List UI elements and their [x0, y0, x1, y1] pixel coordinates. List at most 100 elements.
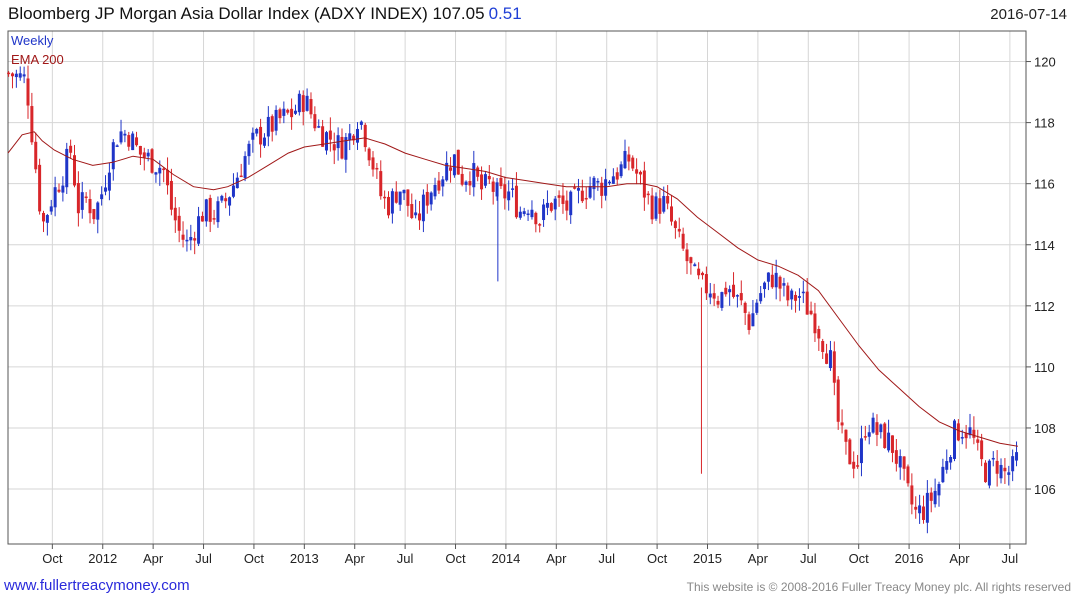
- candle-body: [107, 172, 111, 191]
- candle-body: [933, 490, 937, 505]
- candle-body: [274, 109, 278, 131]
- candle-body: [503, 184, 507, 199]
- candle-body: [278, 109, 282, 119]
- candle-body: [301, 95, 305, 112]
- candle-body: [984, 462, 988, 483]
- candle-body: [573, 187, 577, 189]
- candles: [7, 65, 1019, 534]
- copyright-text: This website is © 2008-2016 Fuller Treac…: [686, 580, 1071, 594]
- candle-body: [421, 194, 425, 222]
- candle-body: [472, 163, 476, 188]
- candle-body: [918, 505, 922, 514]
- candle-body: [545, 202, 549, 208]
- candle-body: [887, 432, 891, 451]
- candle-body: [534, 212, 538, 225]
- candle-body: [379, 171, 383, 197]
- candle-body: [208, 197, 212, 222]
- candle-body: [980, 440, 984, 460]
- candle-body: [394, 191, 398, 203]
- candle-body: [607, 181, 611, 184]
- candle-body: [561, 195, 565, 204]
- candle-body: [131, 133, 135, 151]
- candle-body: [631, 157, 635, 169]
- candle-body: [673, 221, 677, 229]
- candle-body: [452, 154, 456, 176]
- candle-body: [251, 132, 255, 140]
- candle-body: [724, 287, 728, 295]
- x-tick-label: 2013: [290, 551, 319, 566]
- candle-body: [30, 106, 34, 143]
- candle-body: [658, 198, 662, 214]
- candle-body: [875, 422, 879, 435]
- y-tick-label: 114: [1034, 238, 1055, 253]
- candle-body: [859, 438, 863, 464]
- x-tick-label: Jul: [397, 551, 414, 566]
- candle-body: [224, 198, 228, 202]
- candle-body: [328, 130, 332, 140]
- candle-body: [410, 204, 414, 219]
- candle-body: [735, 295, 739, 297]
- candle-body: [14, 73, 18, 78]
- candle-body: [759, 293, 763, 302]
- candle-body: [549, 203, 553, 211]
- candle-body: [766, 272, 770, 282]
- candle-body: [138, 145, 142, 155]
- x-tick-label: Apr: [345, 551, 366, 566]
- candle-body: [348, 133, 352, 141]
- candle-body: [991, 457, 995, 460]
- change-value: 0.51: [488, 4, 522, 23]
- candle-body: [45, 215, 49, 223]
- candle-body: [782, 283, 786, 286]
- candle-body: [890, 435, 894, 453]
- candle-body: [623, 150, 627, 169]
- candle-body: [856, 465, 860, 467]
- x-tick-label: Jul: [598, 551, 615, 566]
- x-tick-label: Apr: [748, 551, 769, 566]
- candle-body: [383, 196, 387, 199]
- candle-body: [825, 353, 829, 364]
- candle-body: [185, 239, 189, 242]
- candle-body: [518, 211, 522, 218]
- candle-body: [135, 137, 139, 146]
- candle-body: [925, 492, 929, 523]
- candle-body: [701, 272, 705, 276]
- x-tick-label: Oct: [647, 551, 668, 566]
- candle-body: [813, 313, 817, 334]
- y-tick-label: 108: [1034, 421, 1056, 436]
- candle-body: [123, 133, 127, 136]
- x-tick-label: 2012: [88, 551, 117, 566]
- candle-body: [600, 182, 604, 196]
- candle-body: [794, 294, 798, 301]
- candle-body: [580, 190, 584, 202]
- candle-body: [914, 506, 918, 510]
- candle-body: [61, 185, 65, 193]
- candle-body: [968, 427, 972, 436]
- candle-body: [770, 274, 774, 288]
- candle-body: [445, 162, 449, 181]
- candle-body: [728, 289, 732, 293]
- x-tick-label: Oct: [244, 551, 265, 566]
- candle-body: [7, 72, 11, 75]
- site-link[interactable]: www.fullertreacymoney.com: [4, 577, 190, 594]
- x-tick-label: Apr: [949, 551, 970, 566]
- legend-ema-200: EMA 200: [11, 52, 64, 67]
- candle-body: [96, 202, 100, 220]
- candle-body: [270, 116, 274, 132]
- candle-body: [1007, 472, 1011, 475]
- candle-body: [65, 148, 69, 188]
- candle-body: [863, 436, 867, 438]
- candle-body: [654, 196, 658, 219]
- candle-body: [565, 200, 569, 211]
- candle-body: [697, 268, 701, 276]
- candle-body: [848, 439, 852, 465]
- candle-body: [313, 114, 317, 129]
- candle-body: [538, 224, 542, 226]
- candle-body: [220, 195, 224, 201]
- candle-body: [487, 175, 491, 180]
- candle-body: [177, 215, 181, 231]
- candle-body: [611, 176, 615, 184]
- y-tick-label: 120: [1034, 55, 1056, 70]
- candle-body: [290, 108, 294, 118]
- candle-body: [801, 291, 805, 294]
- candle-body: [592, 177, 596, 190]
